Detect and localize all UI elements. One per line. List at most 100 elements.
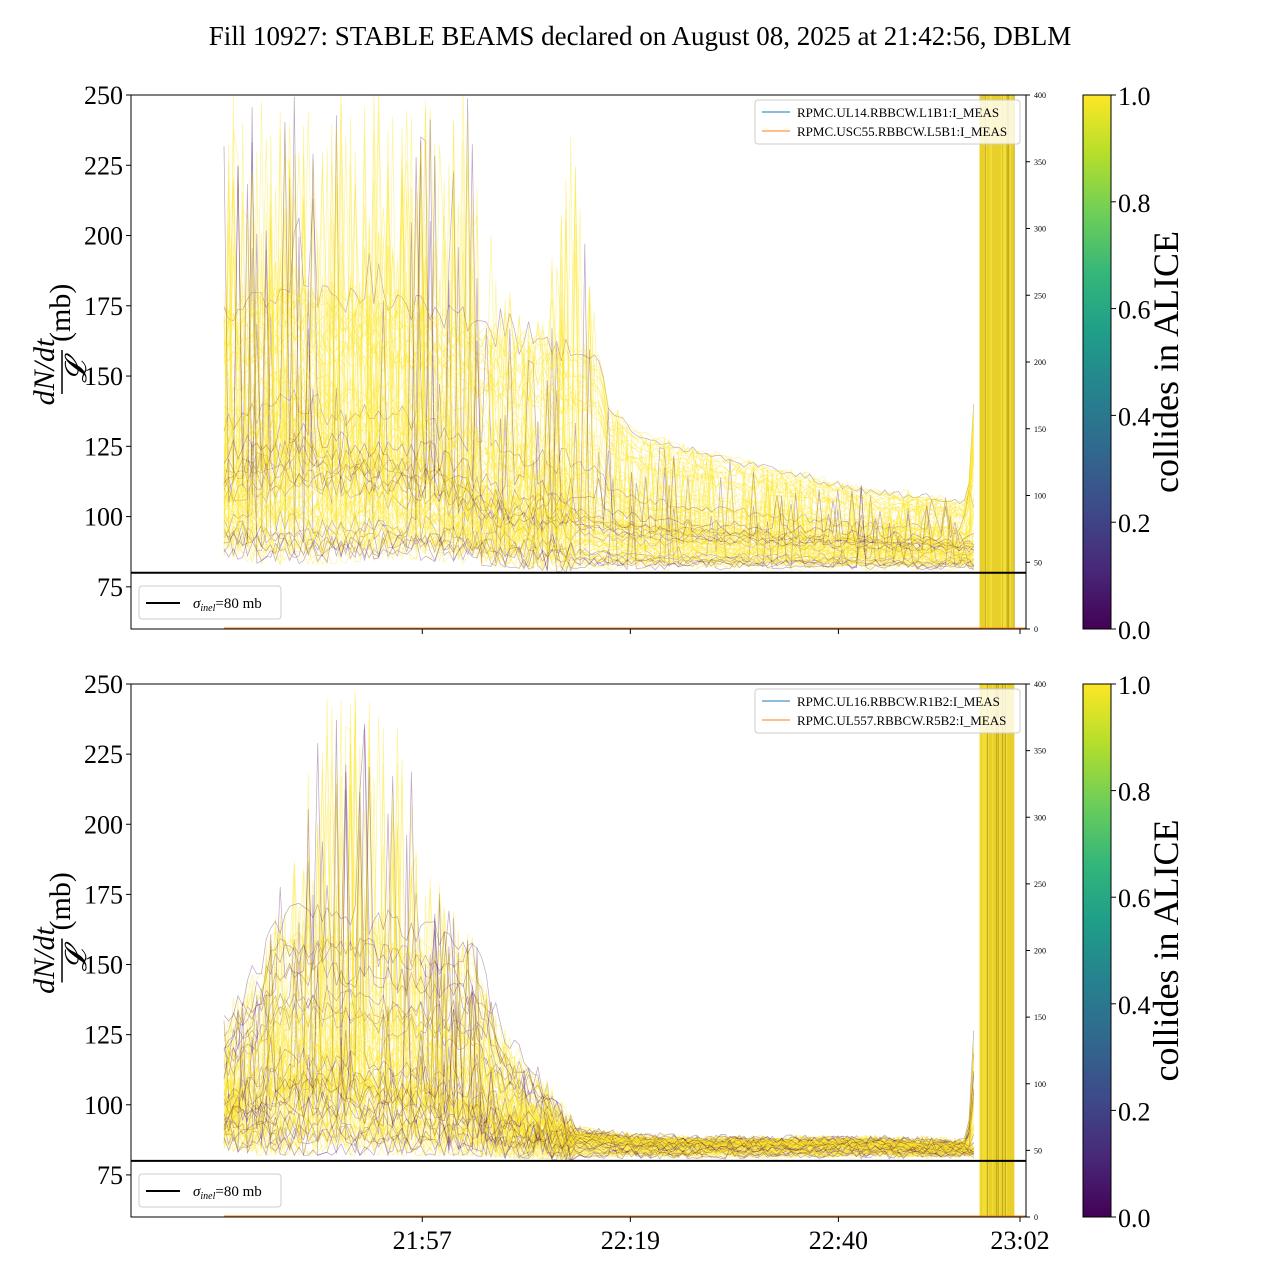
series-trace: [223, 790, 975, 1149]
series-trace: [223, 938, 975, 1149]
series-trace: [223, 95, 975, 512]
series-trace: [223, 131, 974, 558]
series-trace: [223, 905, 975, 1147]
series-trace: [223, 860, 975, 1148]
series-trace: [223, 984, 975, 1149]
series-trace: [223, 930, 975, 1150]
series-trace: [223, 149, 975, 532]
legend-signals: RPMC.UL16.RBBCW.R1B2:I_MEAS RPMC.UL557.RB…: [754, 688, 1021, 734]
legend-sigma: σinel=80 mb: [138, 585, 282, 620]
series-trace: [223, 312, 974, 529]
series-trace: [223, 805, 974, 1151]
series-trace: [223, 96, 974, 551]
figure-title: Fill 10927: STABLE BEAMS declared on Aug…: [209, 21, 1072, 51]
series-trace: [223, 139, 975, 544]
series-trace: [223, 964, 975, 1157]
series-trace: [223, 779, 974, 1152]
colorbar-tick-label: 0.0: [1118, 616, 1151, 645]
series-trace: [223, 698, 974, 1160]
series-trace: [223, 946, 975, 1160]
series-trace: [223, 159, 975, 571]
series-trace: [223, 719, 974, 1162]
series-trace: [223, 125, 974, 564]
series-trace: [223, 180, 975, 515]
y-tick-label: 175: [84, 292, 123, 321]
legend-label: RPMC.UL16.RBBCW.R1B2:I_MEAS: [797, 694, 1000, 709]
series-trace: [223, 805, 975, 1147]
y2-tick-label: 300: [1034, 225, 1046, 234]
series-trace: [223, 962, 974, 1155]
series-trace: [223, 110, 974, 549]
series-trace: [223, 1009, 974, 1154]
y2-tick-label: 400: [1034, 91, 1046, 100]
series-trace: [223, 192, 974, 560]
colorbar: [1082, 683, 1112, 1218]
series-trace: [223, 992, 975, 1151]
y2-tick-label: 300: [1034, 813, 1046, 822]
series-trace: [223, 107, 974, 573]
series-trace: [223, 114, 975, 554]
series-trace: [223, 95, 975, 513]
series-trace: [223, 927, 975, 1146]
legend-sigma-label: σinel=80 mb: [193, 1184, 262, 1202]
series-trace: [223, 1008, 974, 1162]
series-trace: [223, 198, 975, 505]
y-tick-label: 125: [84, 432, 123, 461]
series-trace: [223, 140, 975, 536]
y2-tick-label: 0: [1034, 625, 1038, 634]
y-label-numerator: dN/dt: [28, 338, 61, 405]
series-trace: [223, 418, 975, 542]
legend-sigma-box: [138, 585, 282, 620]
colorbar-tick-label: 1.0: [1118, 671, 1151, 700]
legend-label: RPMC.UL14.RBBCW.L1B1:I_MEAS: [797, 105, 999, 120]
series-trace: [223, 1067, 974, 1153]
series-trace: [223, 967, 974, 1153]
series-trace: [223, 151, 974, 566]
series-trace: [223, 143, 974, 572]
series-trace: [223, 873, 974, 1159]
colorbar-tick-label: 0.4: [1118, 402, 1151, 431]
y-tick-label: 125: [84, 1021, 123, 1050]
series-trace: [223, 691, 974, 1160]
series-trace: [223, 1057, 975, 1161]
series-trace: [223, 233, 974, 564]
y2-tick-label: 150: [1034, 425, 1046, 434]
chart-panel-bottom: 75 100 125 150 175 200 225 250 0 50 100 150 200 250 30…: [28, 670, 1186, 1255]
series-trace: [223, 394, 974, 570]
series-trace: [223, 117, 974, 574]
colorbar-tick-label: 0.4: [1118, 991, 1151, 1020]
series-trace: [223, 773, 974, 1157]
series-trace: [223, 998, 975, 1151]
series-trace: [223, 914, 974, 1159]
series-trace: [223, 940, 975, 1149]
legend-label: RPMC.UL557.RBBCW.R5B2:I_MEAS: [797, 713, 1006, 728]
series-trace: [223, 746, 974, 1154]
series-trace: [223, 95, 974, 563]
y-tick-label: 250: [84, 670, 123, 699]
series-trace: [223, 121, 974, 545]
series-trace: [223, 776, 975, 1161]
series-trace: [223, 770, 975, 1145]
series-trace: [223, 894, 974, 1162]
series-trace: [223, 845, 975, 1150]
series-trace: [223, 197, 975, 546]
series-trace: [223, 1111, 974, 1160]
series-trace: [223, 855, 974, 1153]
series-trace: [223, 301, 975, 514]
series-trace: [223, 777, 974, 1152]
series-trace: [223, 181, 974, 566]
series-trace: [223, 993, 975, 1155]
y-tick-label: 150: [84, 951, 123, 980]
series-trace: [223, 984, 974, 1152]
series-trace: [223, 763, 975, 1149]
series-trace: [223, 119, 974, 552]
series-trace: [223, 137, 975, 523]
series-trace: [223, 160, 975, 535]
series-trace: [223, 743, 975, 1148]
series-trace: [223, 809, 975, 1148]
series-trace: [223, 305, 974, 567]
series-trace: [223, 290, 975, 522]
series-trace: [223, 214, 974, 549]
series-trace: [223, 200, 974, 564]
